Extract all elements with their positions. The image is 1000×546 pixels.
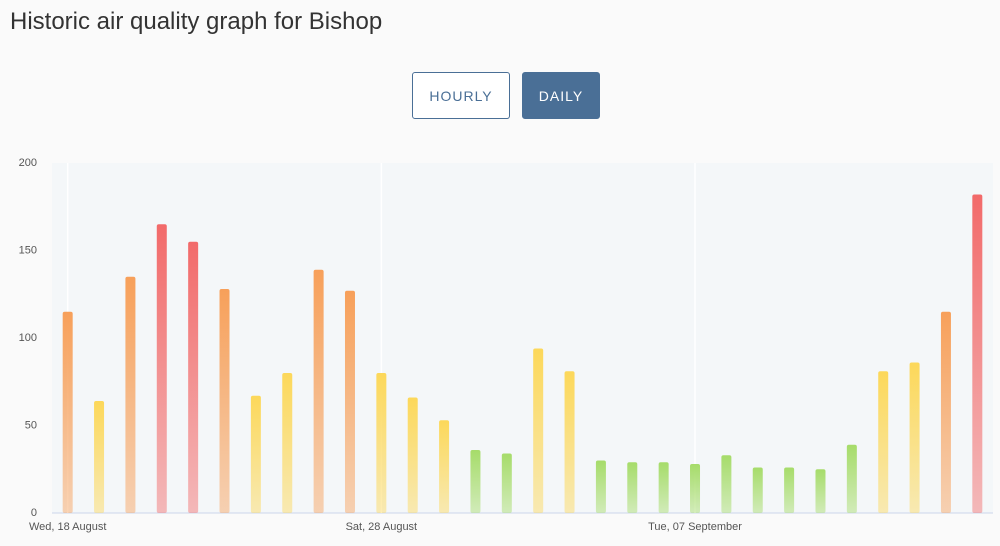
bar <box>721 455 732 513</box>
bar <box>878 371 889 513</box>
y-tick-label: 100 <box>19 332 37 344</box>
bar <box>564 371 575 513</box>
bar <box>313 269 324 513</box>
bar <box>909 362 920 513</box>
plot-area <box>52 163 993 513</box>
bar <box>188 241 199 513</box>
y-tick-label: 0 <box>31 507 37 519</box>
bar <box>784 467 795 513</box>
page-title: Historic air quality graph for Bishop <box>10 8 383 35</box>
daily-button[interactable]: DAILY <box>522 72 600 119</box>
bar <box>250 395 261 513</box>
y-tick-label: 50 <box>25 419 37 431</box>
bar <box>815 469 826 513</box>
bar <box>627 462 638 513</box>
bar <box>94 401 105 513</box>
bar <box>344 290 355 513</box>
y-tick-label: 150 <box>19 244 37 256</box>
bar <box>846 444 857 513</box>
bar <box>125 276 136 513</box>
x-tick-label: Tue, 07 September <box>648 521 742 533</box>
bar <box>156 224 167 513</box>
bar <box>376 373 387 513</box>
bar <box>470 450 481 513</box>
bar <box>690 464 701 513</box>
bar <box>501 453 512 513</box>
bar <box>282 373 293 513</box>
bar <box>407 397 418 513</box>
y-tick-label: 200 <box>19 157 37 169</box>
bar <box>595 460 606 513</box>
bar <box>940 311 951 513</box>
bar <box>658 462 669 513</box>
bar <box>972 194 983 513</box>
bar <box>533 348 544 513</box>
hourly-button[interactable]: HOURLY <box>412 72 510 119</box>
bar <box>439 420 450 513</box>
bar <box>219 289 230 513</box>
bar <box>752 467 763 513</box>
x-tick-label: Sat, 28 August <box>346 521 418 533</box>
bar <box>62 311 73 513</box>
x-tick-label: Wed, 18 August <box>29 521 106 533</box>
